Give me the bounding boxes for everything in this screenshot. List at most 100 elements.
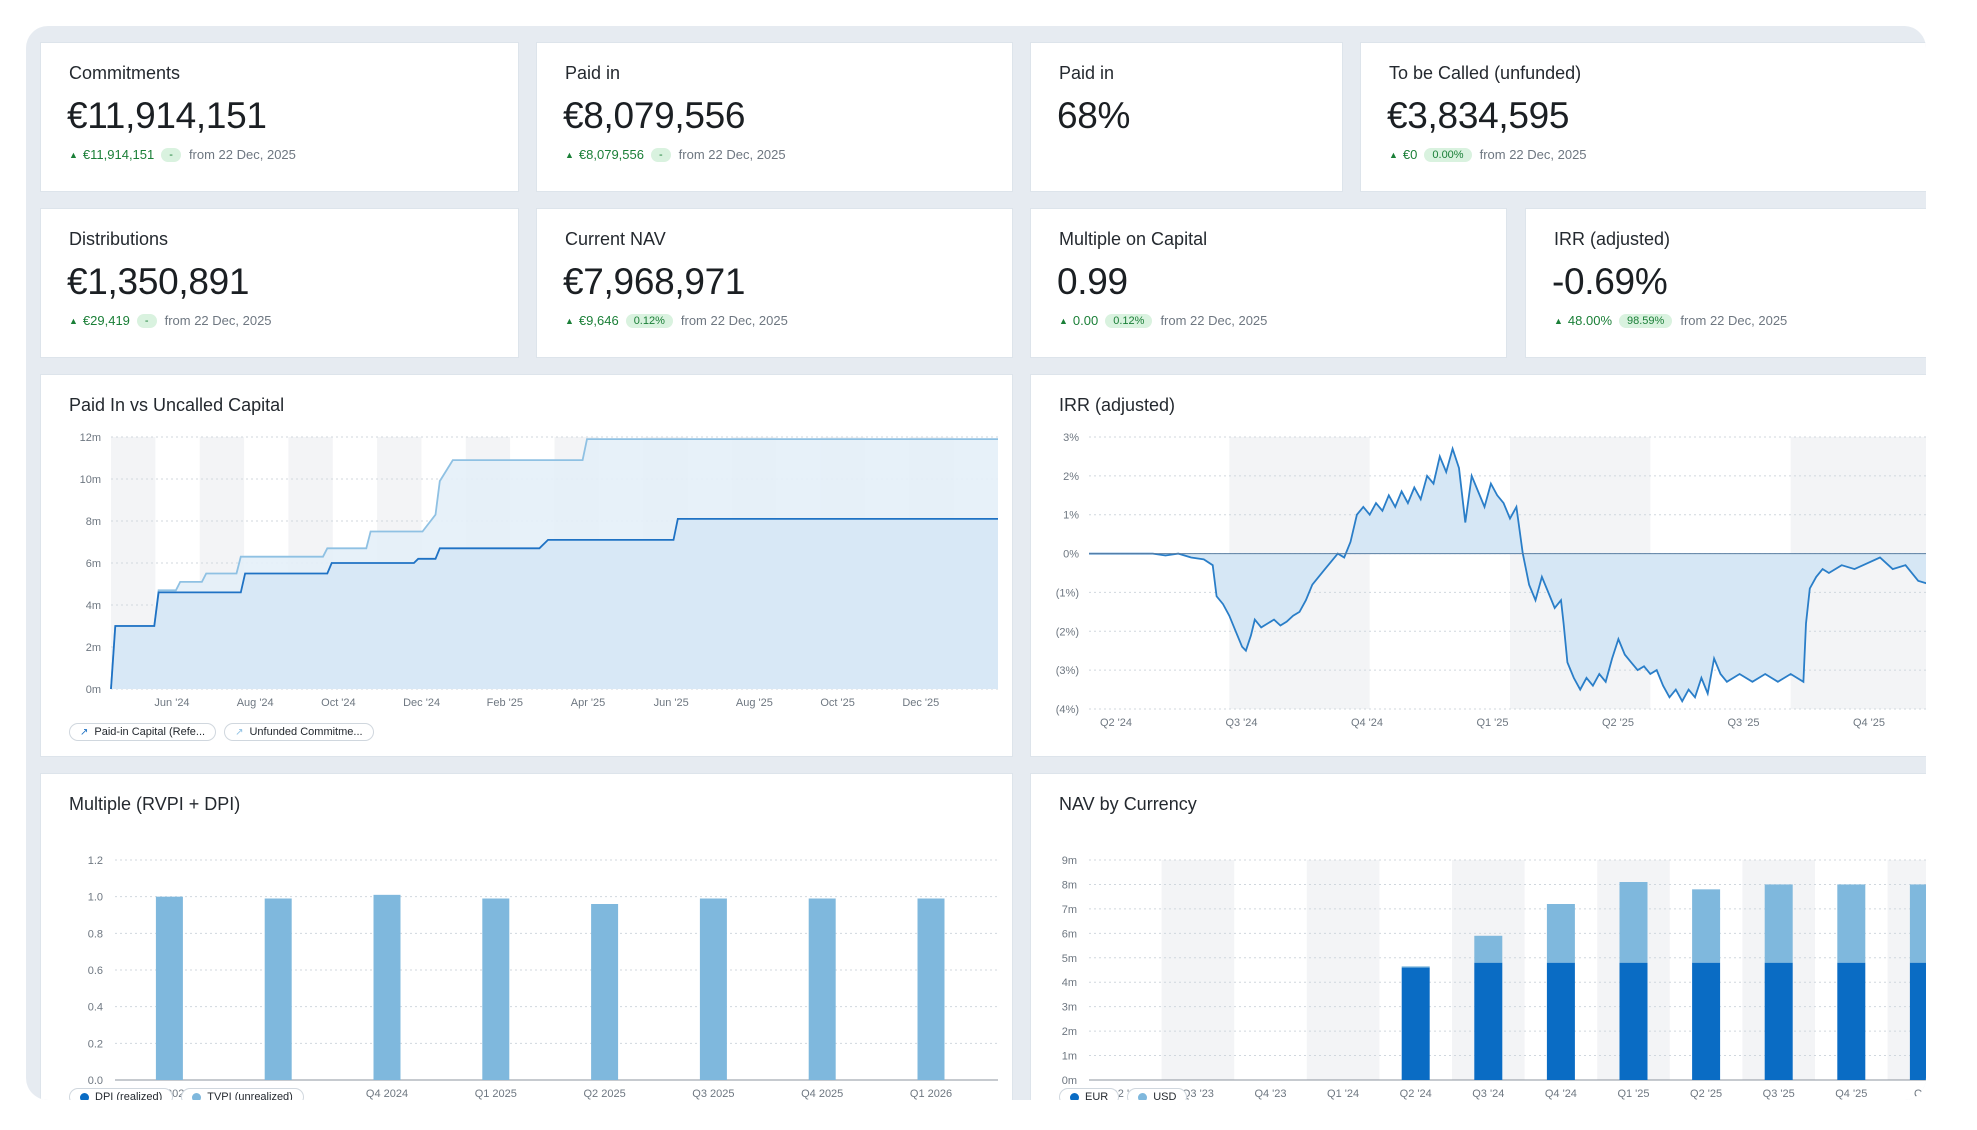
legend-item-unfunded[interactable]: ↗ Unfunded Commitme... (224, 723, 374, 741)
x-tick-label: Q4 '23 (1254, 1088, 1286, 1100)
legend-label: Unfunded Commitme... (249, 726, 363, 738)
delta-percent-badge: 0.00% (1424, 147, 1472, 162)
legend-item-paid-in[interactable]: ↗ Paid-in Capital (Refe... (69, 723, 217, 741)
kpi-value: €1,350,891 (67, 261, 250, 302)
kpi-label: Current NAV (565, 229, 666, 249)
bar (1837, 884, 1866, 963)
kpi-value: -0.69% (1552, 261, 1668, 302)
x-tick-label: Q1 2026 (910, 1088, 952, 1100)
x-tick-label: Q4 2025 (801, 1088, 843, 1100)
y-tick-label: (2%) (1056, 626, 1079, 638)
x-tick-label: Q2 '25 (1690, 1088, 1722, 1100)
bar (1546, 904, 1575, 963)
x-tick-label: Oct '24 (321, 697, 356, 709)
chart-nav-by-currency: NAV by Currency 0m 1m 2m 3m 4m 5m 6m 7m 8m 9m Q2 '… (1031, 774, 1926, 1100)
series-line (1089, 445, 1926, 704)
irr-area-chart[interactable]: (4%) (3%) (2%) (1%) 0% 1% 2% 3% Q2 '24 Q3 '24 Q4 '… (1031, 375, 1926, 756)
legend-item-tvpi[interactable]: TVPI (unrealized) (181, 1088, 304, 1100)
bar (155, 896, 183, 1080)
chart-legend: ↗ Paid-in Capital (Refe... ↗ Unfunded Co… (69, 723, 374, 741)
bar (264, 898, 292, 1080)
kpi-commitments[interactable]: Commitments €11,914,151 ▲ €11,914,151 - … (41, 43, 518, 191)
x-tick-label: Q2 2025 (583, 1088, 625, 1100)
bar (1692, 962, 1721, 1080)
bar (1474, 962, 1503, 1080)
delta-reference-date: from 22 Dec, 2025 (164, 313, 272, 328)
bar (1764, 962, 1793, 1080)
x-tick-label: Jun '24 (154, 697, 189, 709)
delta-reference-date: from 22 Dec, 2025 (1680, 313, 1788, 328)
kpi-distributions[interactable]: Distributions €1,350,891 ▲ €29,419 - fro… (41, 209, 518, 357)
kpi-delta: ▲ €11,914,151 - from 22 Dec, 2025 (69, 147, 296, 162)
delta-value: €29,419 (82, 313, 130, 328)
bar (1546, 962, 1575, 1080)
x-tick-label: Q4 '25 (1835, 1088, 1867, 1100)
bar (1764, 884, 1793, 963)
kpi-label: To be Called (unfunded) (1389, 63, 1582, 83)
delta-value: 48.00% (1567, 313, 1613, 328)
y-tick-label: 1m (1062, 1051, 1077, 1063)
chart-paid-in-vs-uncalled: Paid In vs Uncalled Capital 0m 2m 4m 6m 8m 10… (41, 375, 1012, 756)
bar (373, 894, 401, 1080)
y-tick-label: 8m (86, 516, 101, 528)
delta-percent-badge: - (651, 147, 671, 162)
delta-reference-date: from 22 Dec, 2025 (678, 147, 786, 162)
y-tick-label: 4m (86, 600, 101, 612)
x-tick-label: Q4 '25 (1853, 717, 1885, 729)
kpi-value: €11,914,151 (67, 95, 267, 136)
bar (1401, 966, 1430, 968)
bar (482, 898, 510, 1080)
triangle-up-icon: ▲ (565, 149, 574, 160)
chart-legend: DPI (realized) TVPI (unrealized) (69, 1088, 304, 1100)
kpi-delta: ▲ 0.00 0.12% from 22 Dec, 2025 (1059, 313, 1267, 328)
y-tick-label: 1% (1063, 510, 1079, 522)
x-tick-label: Q2 '24 (1100, 717, 1132, 729)
kpi-value: 68% (1057, 95, 1131, 136)
kpi-current-nav[interactable]: Current NAV €7,968,971 ▲ €9,646 0.12% fr… (537, 209, 1012, 357)
delta-value: €8,079,556 (578, 147, 644, 162)
delta-reference-date: from 22 Dec, 2025 (1160, 313, 1268, 328)
y-tick-label: 0m (86, 684, 101, 696)
series-area (111, 518, 998, 689)
kpi-irr-adjusted[interactable]: IRR (adjusted) -0.69% ▲ 48.00% 98.59% fr… (1526, 209, 1926, 357)
kpi-paid-in-percent[interactable]: Paid in 68% (1031, 43, 1342, 191)
legend-swatch (1070, 1092, 1079, 1100)
triangle-up-icon: ▲ (1389, 149, 1398, 160)
y-tick-label: 3% (1063, 432, 1079, 444)
y-tick-label: 5m (1062, 953, 1077, 965)
kpi-label: Paid in (565, 63, 621, 83)
kpi-delta: ▲ 48.00% 98.59% from 22 Dec, 2025 (1554, 313, 1787, 328)
series-line (110, 518, 998, 690)
kpi-label: Distributions (69, 229, 169, 249)
bar (591, 904, 619, 1080)
y-tick-label: 2% (1063, 471, 1079, 483)
delta-percent-badge: - (136, 313, 157, 328)
delta-reference-date: from 22 Dec, 2025 (1479, 147, 1587, 162)
kpi-multiple-on-capital[interactable]: Multiple on Capital 0.99 ▲ 0.00 0.12% fr… (1031, 209, 1506, 357)
chart-title: NAV by Currency (1059, 794, 1197, 814)
chart-irr-adjusted: IRR (adjusted) (4%) (3%) (2%) (1%) 0% 1% 2% 3% Q… (1031, 375, 1926, 756)
bar (1474, 935, 1503, 963)
dashboard-board: Commitments €11,914,151 ▲ €11,914,151 - … (26, 26, 1926, 1100)
kpi-paid-in[interactable]: Paid in €8,079,556 ▲ €8,079,556 - from 2… (537, 43, 1012, 191)
delta-percent-badge: 98.59% (1619, 313, 1673, 328)
triangle-up-icon: ▲ (565, 315, 574, 326)
y-tick-label: 0% (1063, 549, 1079, 561)
bar (1619, 962, 1648, 1080)
kpi-to-be-called[interactable]: To be Called (unfunded) €3,834,595 ▲ €0 … (1361, 43, 1926, 191)
delta-value: 0.00 (1072, 313, 1099, 328)
x-tick-label: Aug '25 (736, 697, 773, 709)
y-tick-label: 0m (1062, 1075, 1077, 1087)
paid-in-area-chart[interactable]: 0m 2m 4m 6m 8m 10m 12m Jun '24 Aug '24 Oct '24 Dec… (41, 375, 1012, 756)
bar (917, 898, 945, 1080)
x-tick-label: Q3 '24 (1225, 717, 1257, 729)
chart-multiple: Multiple (RVPI + DPI) 0.0 0.2 0.4 0.6 0.8 1.0… (41, 774, 1012, 1100)
series-line (110, 438, 998, 690)
legend-item-dpi[interactable]: DPI (realized) (69, 1088, 174, 1100)
legend-item-usd[interactable]: USD (1127, 1088, 1188, 1100)
legend-item-eur[interactable]: EUR (1059, 1088, 1120, 1100)
delta-value: €0 (1402, 147, 1418, 162)
kpi-delta: ▲ €8,079,556 - from 22 Dec, 2025 (565, 147, 786, 162)
